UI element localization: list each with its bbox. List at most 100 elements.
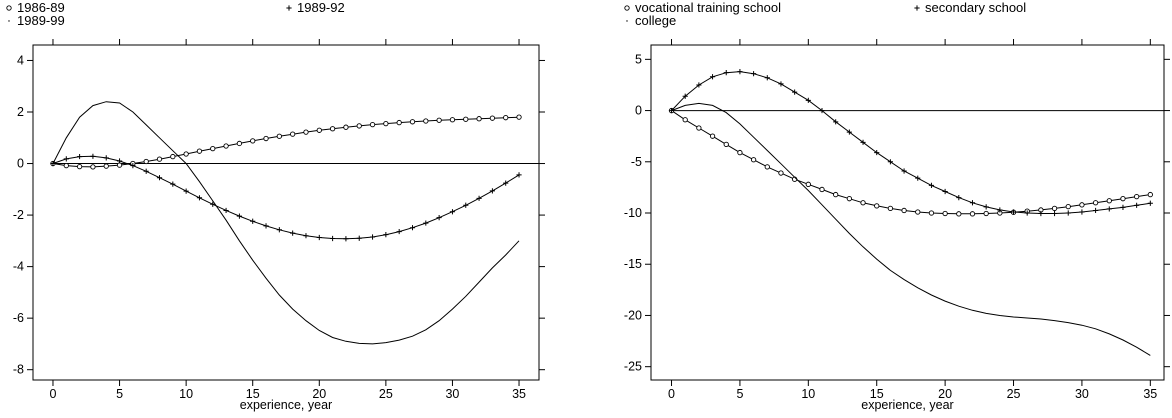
- data-point-circle: [76, 163, 83, 170]
- data-point-circle: [819, 186, 825, 193]
- data-point-plus: [956, 195, 962, 201]
- data-point-circle: [276, 133, 282, 139]
- x-axis-label: experience, year: [240, 398, 332, 412]
- data-point-plus: [156, 175, 163, 181]
- data-point-plus: [737, 69, 743, 75]
- data-point-plus: [503, 180, 509, 186]
- data-point-plus: [805, 97, 811, 103]
- x-tick-label: 5: [116, 387, 123, 401]
- legend-label: 1986-89: [17, 0, 65, 15]
- data-point-plus: [436, 215, 442, 221]
- data-point-plus: [983, 204, 989, 210]
- data-point-plus: [77, 153, 83, 160]
- data-point-plus: [103, 155, 109, 161]
- series-line-1: [52, 116, 520, 168]
- data-point-circle: [476, 116, 482, 122]
- data-point-plus: [369, 234, 376, 240]
- data-point-plus: [210, 201, 216, 207]
- data-point-plus: [463, 202, 469, 208]
- data-point-plus: [1134, 202, 1140, 208]
- data-point-plus: [383, 232, 389, 238]
- y-tick-label: -4: [13, 260, 24, 274]
- data-point-plus: [1024, 210, 1030, 216]
- x-tick-label: 0: [49, 387, 56, 401]
- data-point-plus: [476, 195, 482, 201]
- data-point-circle: [263, 135, 269, 142]
- x-axis-label: experience, year: [861, 398, 953, 412]
- data-point-plus: [143, 168, 149, 174]
- data-point-circle: [764, 164, 770, 170]
- data-point-plus: [223, 207, 229, 214]
- data-point-plus: [1010, 209, 1017, 215]
- data-point-plus: [1093, 207, 1099, 214]
- data-point-plus: [764, 75, 770, 81]
- data-point-plus: [276, 227, 282, 233]
- data-point-plus: [833, 119, 839, 125]
- x-tick-label: 30: [445, 387, 459, 401]
- data-point-plus: [330, 235, 336, 242]
- data-point-plus: [409, 225, 416, 231]
- data-point-plus: [819, 107, 825, 114]
- data-point-circle: [316, 127, 322, 133]
- data-point-plus: [846, 129, 852, 135]
- data-point-circle: [956, 211, 962, 217]
- legend: vocational training school secondary scho…: [624, 0, 1026, 28]
- legend-marker-circle: [624, 5, 630, 11]
- data-point-circle: [915, 209, 921, 215]
- x-tick-label: 25: [1007, 387, 1021, 401]
- data-point-circle: [489, 115, 496, 121]
- y-tick-label: 4: [17, 53, 24, 67]
- data-point-circle: [737, 149, 743, 156]
- series-line-1: [671, 110, 1151, 215]
- data-point-plus: [709, 74, 716, 80]
- x-tick-label: 20: [938, 387, 952, 401]
- x-tick-label: 15: [870, 387, 884, 401]
- data-point-plus: [942, 188, 948, 195]
- data-point-circle: [928, 210, 935, 216]
- chart-panel-2: 0 5 10 15 20 25 30 35 -25 -20 -15 -10 -5 0 5 experience…: [624, 0, 1170, 412]
- data-point-plus: [316, 234, 322, 241]
- y-tick-label: -10: [624, 206, 642, 220]
- data-point-plus: [874, 149, 880, 156]
- data-point-plus: [396, 228, 402, 235]
- data-point-circle: [1147, 191, 1153, 198]
- data-point-circle: [449, 117, 456, 123]
- legend-marker-dot: [8, 20, 10, 22]
- y-tick-label: -2: [13, 208, 24, 222]
- data-point-plus: [682, 93, 688, 99]
- data-point-circle: [696, 125, 702, 131]
- data-point-plus: [343, 236, 349, 242]
- chart-panel-1: 0 5 10 15 20 25 30 35 -8 -6 -4 -2 0 2 4 experience, yea…: [6, 0, 545, 412]
- data-point-circle: [303, 129, 309, 135]
- data-point-circle: [343, 124, 349, 130]
- data-point-plus: [860, 139, 866, 145]
- data-point-circle: [143, 158, 149, 165]
- legend-marker-circle: [6, 5, 12, 11]
- data-point-plus: [116, 158, 123, 164]
- data-point-circle: [682, 117, 688, 123]
- data-point-plus: [901, 168, 907, 174]
- data-point-circle: [369, 121, 376, 128]
- x-tick-label: 20: [312, 387, 326, 401]
- legend-label: college: [635, 13, 676, 28]
- data-point-circle: [356, 123, 362, 129]
- data-point-circle: [887, 205, 894, 212]
- y-tick-label: 5: [635, 52, 642, 66]
- legend-label: vocational training school: [635, 0, 781, 15]
- data-point-circle: [250, 138, 256, 144]
- data-point-circle: [1051, 205, 1058, 212]
- data-point-plus: [1106, 206, 1112, 212]
- legend-marker-dot: [626, 20, 628, 22]
- data-point-circle: [516, 114, 522, 120]
- data-point-circle: [90, 164, 96, 170]
- data-point-plus: [887, 159, 893, 165]
- data-point-plus: [723, 70, 729, 76]
- data-point-circle: [969, 211, 976, 217]
- data-point-circle: [1106, 198, 1112, 204]
- data-point-circle: [750, 157, 757, 163]
- data-point-plus: [928, 182, 935, 188]
- y-tick-label: 2: [17, 105, 24, 119]
- y-tick-label: 0: [635, 104, 642, 118]
